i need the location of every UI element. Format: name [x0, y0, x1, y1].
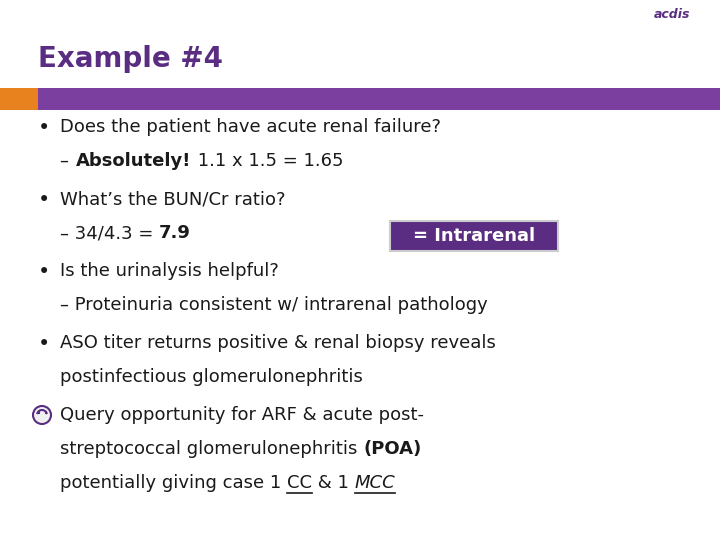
- Text: Example #4: Example #4: [38, 45, 223, 73]
- Text: Absolutely!: Absolutely!: [76, 152, 192, 170]
- Text: ASO titer returns positive & renal biopsy reveals: ASO titer returns positive & renal biops…: [60, 334, 496, 352]
- Text: 7.9: 7.9: [159, 224, 191, 242]
- Bar: [0, 88, 38, 110]
- Text: & 1: & 1: [312, 474, 355, 492]
- Text: –: –: [60, 152, 76, 170]
- Text: streptococcal glomerulonephritis: streptococcal glomerulonephritis: [60, 440, 363, 458]
- Text: •: •: [38, 334, 50, 354]
- Text: •: •: [38, 262, 50, 282]
- Bar: [0, 88, 720, 110]
- Text: Query opportunity for ARF & acute post-: Query opportunity for ARF & acute post-: [60, 406, 424, 424]
- Text: MCC: MCC: [355, 474, 395, 492]
- Text: – 34/4.3 =: – 34/4.3 =: [60, 224, 159, 242]
- Text: postinfectious glomerulonephritis: postinfectious glomerulonephritis: [60, 368, 363, 386]
- Text: Does the patient have acute renal failure?: Does the patient have acute renal failur…: [60, 118, 441, 136]
- Text: •: •: [38, 190, 50, 210]
- Circle shape: [33, 406, 51, 424]
- Bar: [390, 221, 558, 251]
- Text: Is the urinalysis helpful?: Is the urinalysis helpful?: [60, 262, 279, 280]
- Text: What’s the BUN/Cr ratio?: What’s the BUN/Cr ratio?: [60, 190, 286, 208]
- Text: = Intrarenal: = Intrarenal: [413, 227, 535, 245]
- Text: •: •: [38, 118, 50, 138]
- Text: (POA): (POA): [363, 440, 421, 458]
- Text: – Proteinuria consistent w/ intrarenal pathology: – Proteinuria consistent w/ intrarenal p…: [60, 296, 487, 314]
- Text: 1.1 x 1.5 = 1.65: 1.1 x 1.5 = 1.65: [192, 152, 343, 170]
- Text: potentially giving case 1: potentially giving case 1: [60, 474, 287, 492]
- Text: acdis: acdis: [654, 8, 690, 21]
- Text: CC: CC: [287, 474, 312, 492]
